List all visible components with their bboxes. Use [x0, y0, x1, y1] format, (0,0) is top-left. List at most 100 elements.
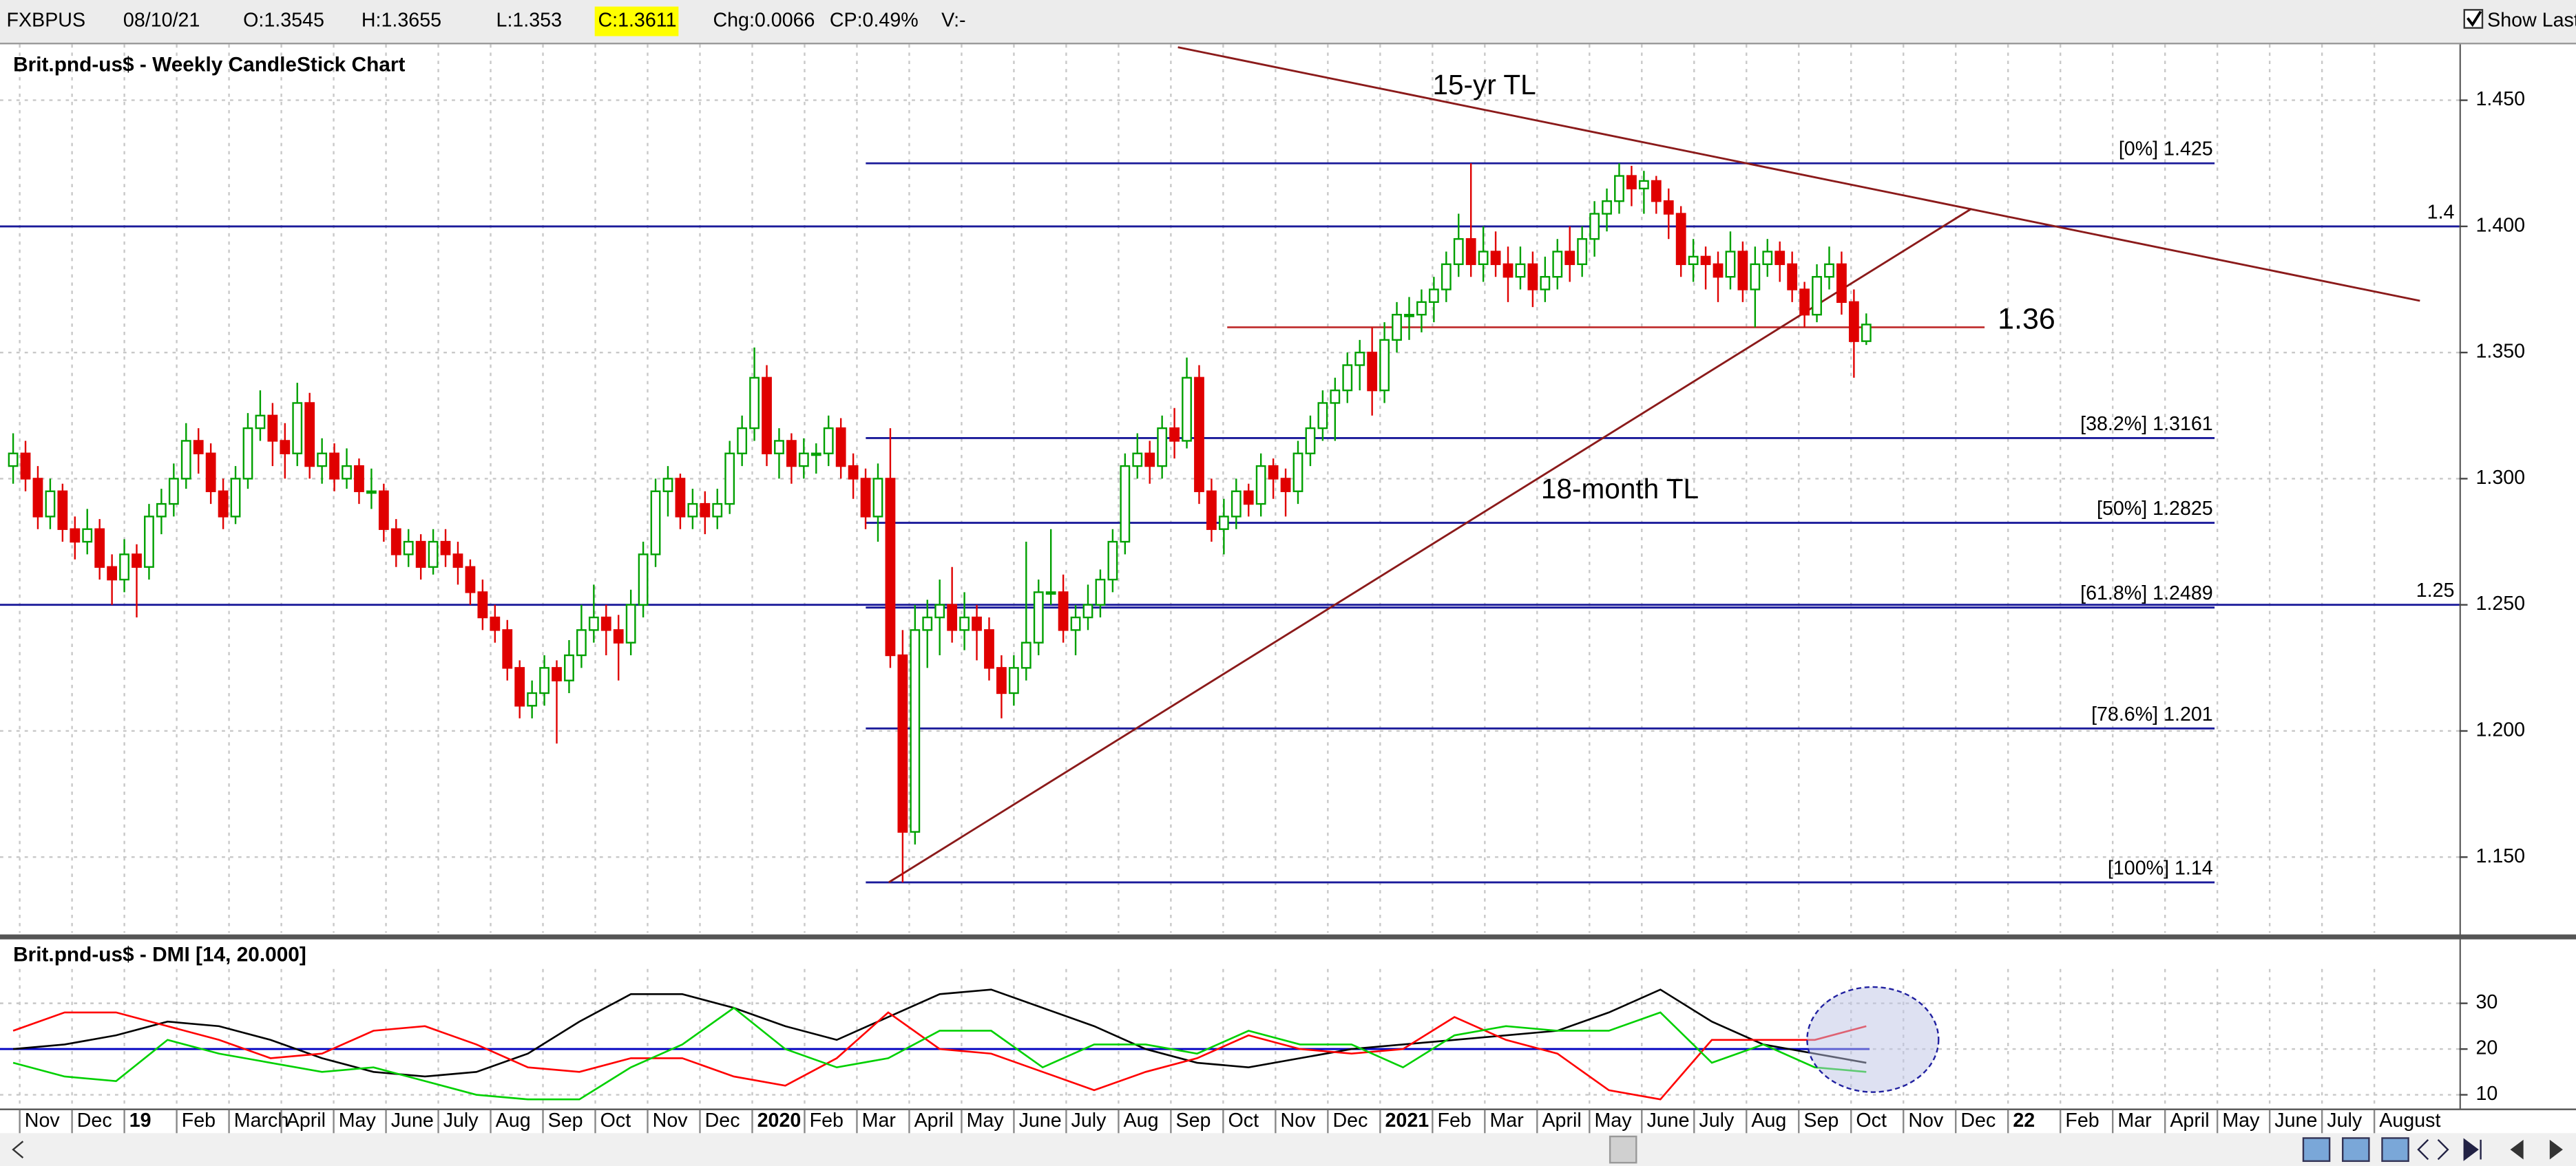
dmi-line — [12, 1006, 1867, 1101]
candle-body — [1194, 377, 1204, 492]
x-tick-label: 19 — [129, 1110, 151, 1132]
y-tick-label: 1.350 — [2475, 341, 2525, 363]
y-tick-label: 1.200 — [2475, 719, 2525, 741]
fib-label: [50%] 1.2825 — [2097, 498, 2213, 520]
candle-body — [539, 667, 549, 695]
x-tick-label: 22 — [2013, 1110, 2035, 1132]
x-tick-label: Mar — [1489, 1110, 1524, 1132]
candle-body — [1626, 175, 1637, 190]
candle-body — [1280, 478, 1291, 492]
scroll-left[interactable] — [12, 1141, 24, 1158]
y-tick-label: 20 — [2475, 1037, 2498, 1059]
candle-body — [675, 478, 686, 518]
candle-body — [255, 414, 266, 430]
scroll-thumb[interactable] — [1609, 1135, 1637, 1164]
x-tick-label: April — [2170, 1110, 2209, 1132]
candle-body — [564, 654, 574, 681]
candle-body — [403, 540, 414, 555]
x-tick-label: July — [1071, 1110, 1107, 1132]
candle-body — [860, 478, 871, 518]
fib-label: [38.2%] 1.3161 — [2080, 413, 2213, 435]
x-tick-label: Sep — [548, 1110, 583, 1132]
icon[interactable] — [2381, 1137, 2409, 1163]
scrollbar[interactable] — [0, 1133, 2576, 1166]
candle-body — [465, 566, 476, 593]
candle-body — [415, 540, 426, 568]
candle-body — [1737, 251, 1748, 290]
main-title: Brit.pnd-us$ - Weekly CandleStick Chart — [13, 53, 405, 76]
x-tick-label: Feb — [810, 1110, 844, 1132]
icon[interactable] — [2302, 1137, 2331, 1163]
candle-body — [1602, 200, 1612, 215]
date: 08/10/21 — [123, 10, 200, 32]
x-tick-label: June — [1019, 1110, 1062, 1132]
x-tick-label: Mar — [862, 1110, 897, 1132]
candle-body — [1020, 642, 1032, 669]
candle-body — [1082, 604, 1093, 619]
candle-body — [1540, 275, 1551, 290]
candle-body — [193, 440, 204, 454]
x-tick-label: Dec — [1960, 1110, 1996, 1132]
candle-body — [1243, 490, 1254, 505]
x-tick-label: Feb — [1437, 1110, 1471, 1132]
x-tick-label: May — [2222, 1110, 2260, 1132]
candle-body — [1861, 324, 1872, 342]
date-axis-top — [0, 1108, 2576, 1110]
candle-body — [1465, 238, 1476, 266]
candle-body — [910, 629, 921, 833]
candle-body — [1317, 402, 1328, 430]
candle-body — [650, 490, 661, 555]
trend-label: 15-yr TL — [1432, 69, 1536, 100]
candle-body — [1774, 251, 1786, 266]
candle-body — [798, 452, 809, 467]
candle-body — [1502, 263, 1514, 278]
candle-body — [428, 540, 439, 568]
show-last[interactable]: Show Last — [2487, 10, 2576, 32]
y-tick-label: 1.450 — [2475, 88, 2525, 110]
candle-body — [1231, 490, 1242, 518]
candle-body — [1490, 251, 1501, 266]
icon[interactable] — [2510, 1139, 2524, 1160]
candle-body — [317, 452, 328, 467]
candle-body — [823, 427, 834, 454]
icon[interactable] — [2417, 1138, 2449, 1160]
candle-body — [1453, 238, 1464, 266]
candle-body — [82, 528, 93, 543]
candle-body — [452, 553, 463, 568]
candle-body — [774, 440, 784, 454]
candle-body — [1787, 263, 1798, 290]
price-axis-line — [2459, 44, 2461, 1109]
icon[interactable] — [2463, 1138, 2482, 1161]
candle-body — [1342, 364, 1353, 392]
candle-body — [292, 402, 303, 454]
y-tick-label: 30 — [2475, 991, 2498, 1013]
candle-body — [1416, 301, 1427, 316]
x-tick-label: Feb — [2065, 1110, 2099, 1132]
x-tick-label: Nov — [653, 1110, 689, 1132]
x-tick-label: Aug — [496, 1110, 531, 1132]
candle-body — [205, 452, 216, 492]
candle-body — [1428, 288, 1439, 304]
candle-body — [737, 427, 748, 454]
candle-body — [1812, 275, 1822, 316]
candle-body — [749, 377, 760, 430]
candle-body — [1713, 263, 1724, 278]
trend-line — [888, 208, 1972, 884]
icon[interactable] — [2549, 1139, 2563, 1160]
candle-body — [1392, 313, 1402, 341]
icon[interactable] — [2342, 1137, 2370, 1163]
change: Chg:0.0066 — [713, 10, 815, 32]
candle-body — [712, 502, 723, 518]
candle-body — [662, 478, 673, 492]
x-tick-label: Dec — [705, 1110, 740, 1132]
candle-body — [786, 440, 797, 467]
candle-body — [354, 465, 364, 492]
candle-body — [1700, 255, 1711, 266]
candle-body — [1120, 465, 1131, 543]
candle-body — [20, 452, 31, 480]
candle-body — [514, 667, 525, 707]
candle-body — [1675, 213, 1686, 266]
candle-body — [810, 452, 821, 456]
candle-body — [119, 553, 129, 581]
